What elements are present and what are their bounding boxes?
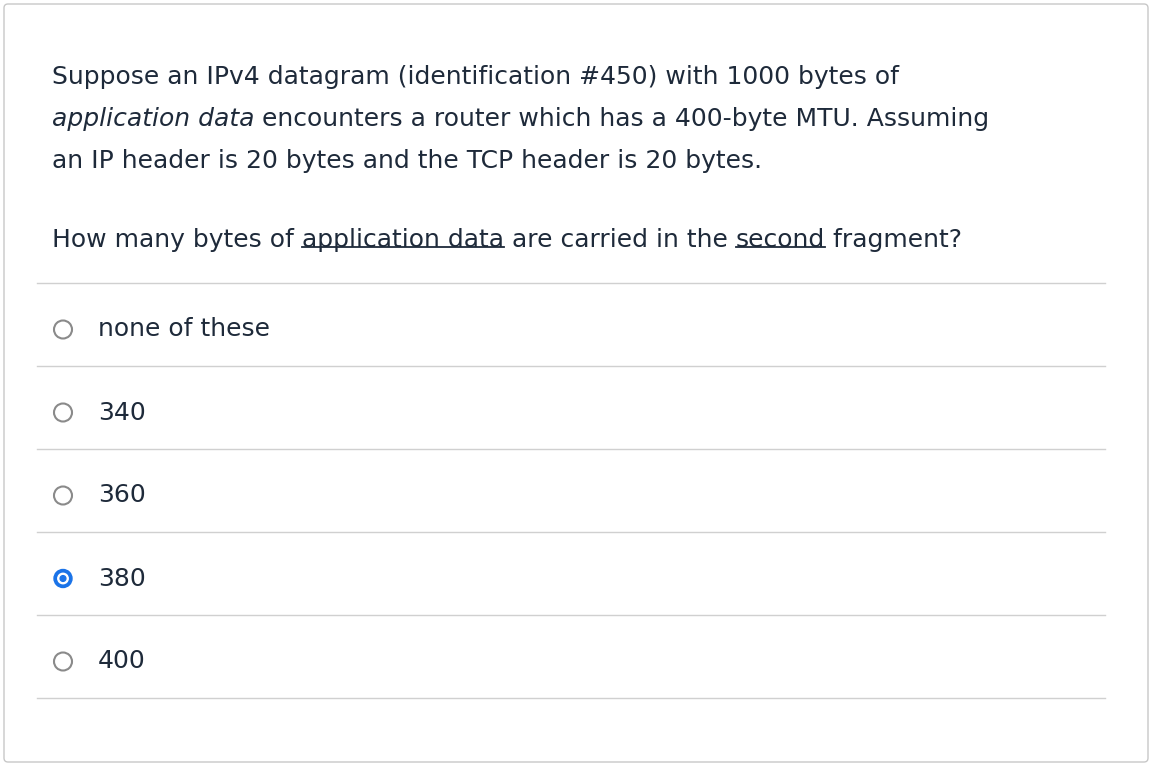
Text: application data: application data [52,107,255,131]
Text: second: second [736,228,825,252]
Text: Suppose an IPv4 datagram (identification #450) with 1000 bytes of: Suppose an IPv4 datagram (identification… [52,65,899,89]
Text: encounters a router which has a 400-byte MTU. Assuming: encounters a router which has a 400-byte… [255,107,990,131]
FancyBboxPatch shape [3,4,1149,762]
Text: an IP header is 20 bytes and the TCP header is 20 bytes.: an IP header is 20 bytes and the TCP hea… [52,149,763,173]
Circle shape [60,575,66,581]
Text: fragment?: fragment? [825,228,962,252]
Text: 380: 380 [98,567,146,591]
Text: application data: application data [302,228,503,252]
Text: How many bytes of: How many bytes of [52,228,302,252]
Text: are carried in the: are carried in the [503,228,736,252]
Text: 360: 360 [98,483,146,508]
Text: 340: 340 [98,401,146,424]
Circle shape [54,569,71,588]
Text: none of these: none of these [98,317,270,342]
Circle shape [58,573,68,584]
Text: 400: 400 [98,650,146,673]
